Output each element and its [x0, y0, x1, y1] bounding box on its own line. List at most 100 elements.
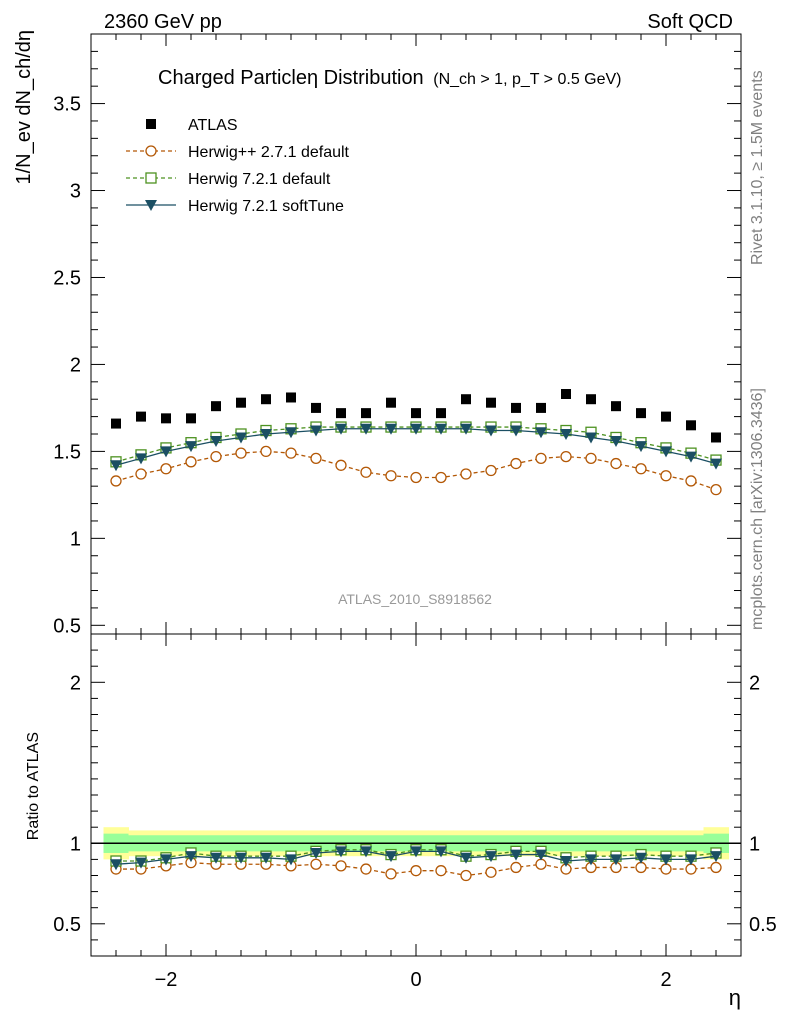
ratio-point [185, 851, 197, 863]
ratio-point [710, 861, 722, 874]
ratio-point [160, 854, 172, 866]
ratio-point [360, 863, 372, 875]
ratio-point [135, 857, 147, 869]
ratio-point [710, 851, 722, 863]
data-point [286, 392, 296, 403]
ratio-point [460, 869, 472, 882]
data-point [635, 441, 647, 453]
ratio-point [285, 854, 297, 866]
data-point [236, 397, 246, 408]
ratio-frame [90, 633, 742, 957]
ratio-point [485, 851, 497, 863]
legend-label: Herwig 7.2.1 softTune [188, 198, 344, 215]
x-axis-label: η [729, 985, 741, 1010]
data-point [660, 470, 672, 482]
ratio-point [410, 865, 422, 877]
ratio-point [510, 861, 522, 874]
data-point [610, 457, 622, 470]
data-point [536, 402, 546, 413]
main-panel: 0.5 1 1.5 2 2.5 3 3.5 [53, 33, 742, 637]
ratio-point [310, 847, 322, 859]
series-3 [110, 423, 722, 472]
ratio-point [685, 854, 697, 866]
ratio-point [460, 852, 472, 864]
legend-label: Herwig++ 2.7.1 default [188, 144, 350, 161]
data-point [410, 471, 422, 484]
data-point [585, 432, 597, 444]
legend: ATLAS Herwig++ 2.7.1 default Herwig 7.2.1 … [126, 117, 350, 215]
data-point [135, 468, 147, 480]
x-tick-label: 0 [410, 969, 421, 991]
y-tick-label: 0.5 [53, 615, 81, 637]
data-point [310, 425, 322, 437]
legend-label: Herwig 7.2.1 default [188, 171, 331, 188]
data-point [360, 466, 372, 478]
data-point [486, 397, 496, 408]
ratio-y-tick-label: 2 [70, 672, 81, 694]
data-point [285, 427, 297, 439]
data-point [260, 429, 272, 440]
data-point [361, 408, 371, 419]
data-point [635, 463, 647, 475]
data-point [385, 470, 397, 482]
ratio-series-0 [110, 856, 722, 882]
data-point [511, 402, 521, 413]
data-point [435, 471, 447, 484]
data-point [310, 452, 322, 464]
data-point [461, 394, 471, 405]
data-point [460, 423, 472, 435]
ratio-point [385, 851, 397, 863]
ratio-point [410, 846, 422, 858]
data-point [336, 408, 346, 419]
data-point [185, 456, 197, 468]
legend-marker [145, 172, 157, 184]
data-point [436, 408, 446, 419]
ratio-series-2 [110, 846, 722, 871]
y-axis-label: 1/N_ev dN_ch/dη [13, 30, 35, 185]
ratio-point [435, 865, 447, 877]
data-point [186, 413, 196, 424]
data-point [235, 432, 247, 444]
data-point [460, 468, 472, 480]
y-tick-label: 1 [70, 528, 81, 550]
data-point [710, 458, 722, 470]
ratio-point [685, 863, 697, 875]
x-tick-label: −2 [155, 969, 178, 991]
legend-marker [146, 119, 156, 129]
ratio-point [660, 854, 672, 866]
legend-marker [145, 200, 157, 211]
ratio-point [635, 861, 647, 874]
data-point [260, 445, 272, 458]
data-point [410, 423, 422, 435]
data-point [385, 423, 397, 435]
data-point [661, 411, 671, 422]
data-point [510, 457, 522, 470]
data-point [360, 423, 372, 435]
ratio-point [110, 859, 122, 871]
mcplots-label: mcplots.cern.ch [arXiv:1306.3436] [749, 388, 766, 630]
data-point [235, 447, 247, 459]
data-point [210, 450, 222, 463]
ratio-y-tick-label: 1 [70, 833, 81, 855]
analysis-label: ATLAS_2010_S8918562 [338, 591, 492, 607]
data-point [560, 450, 572, 463]
data-point [335, 459, 347, 471]
data-point [485, 464, 497, 477]
ratio-point [335, 860, 347, 872]
legend-entry: ATLAS [146, 117, 238, 134]
series-line [115, 450, 717, 491]
data-point [111, 418, 121, 429]
ratio-point [635, 852, 647, 864]
ratio-point [510, 849, 522, 861]
series-1 [110, 445, 722, 496]
data-point [161, 413, 171, 424]
ratio-point [235, 852, 247, 864]
ratio-y-tick-label-right: 0.5 [749, 914, 777, 936]
y-tick-label: 2.5 [53, 267, 81, 289]
legend-entry: Herwig++ 2.7.1 default [126, 144, 350, 161]
y-tick-label: 1.5 [53, 441, 81, 463]
data-point [585, 452, 597, 464]
data-point [611, 401, 621, 412]
data-point [686, 420, 696, 431]
